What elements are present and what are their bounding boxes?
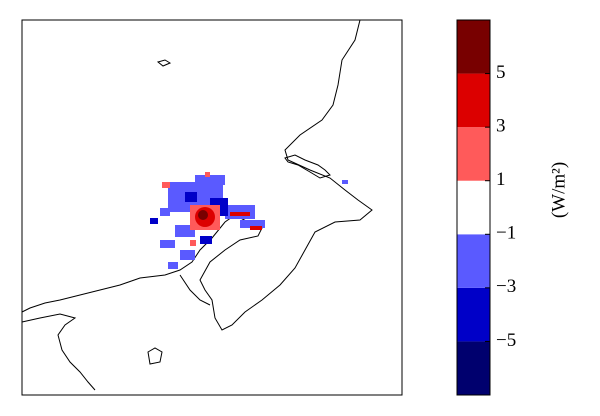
- colorbar-tick-label: −3: [496, 276, 516, 297]
- colorbar-segment: [457, 234, 490, 288]
- colorbar-label: (W/m²): [548, 162, 569, 218]
- colorbar-tick-label: 5: [496, 62, 506, 83]
- colorbar-tick-label: −5: [496, 330, 516, 351]
- colorbar-frame: [456, 19, 491, 396]
- colorbar-segment: [457, 73, 490, 128]
- colorbar-segment: [457, 127, 490, 181]
- coastline: [21, 19, 373, 391]
- anomaly-cells: [150, 172, 348, 269]
- colorbar-tick-label: 1: [496, 169, 506, 190]
- colorbar-segment: [457, 341, 490, 395]
- colorbar-segment: [457, 20, 490, 74]
- colorbar-tick-label: 3: [496, 116, 506, 137]
- colorbar-segment: [457, 180, 490, 235]
- colorbar: 5 3 1 −1 −3 −5: [456, 19, 516, 396]
- colorbar-tick-label: −1: [496, 223, 516, 244]
- colorbar-segment: [457, 287, 490, 342]
